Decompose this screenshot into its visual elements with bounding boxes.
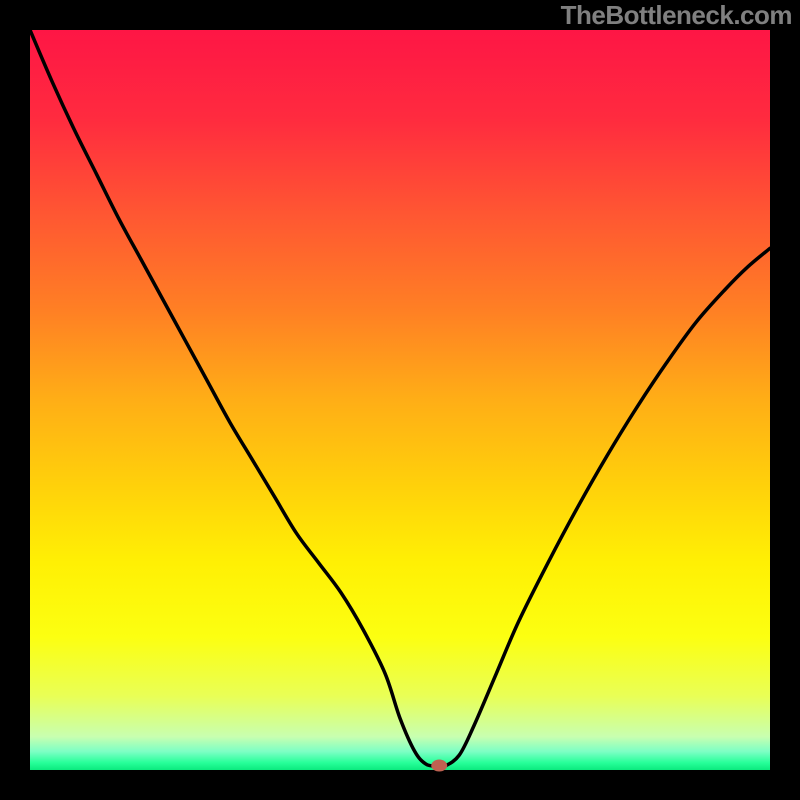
gradient-background: [30, 30, 770, 770]
watermark-text: TheBottleneck.com: [561, 0, 792, 31]
bottleneck-chart: [0, 0, 800, 800]
bottleneck-chart-frame: TheBottleneck.com: [0, 0, 800, 800]
minimum-marker: [431, 760, 447, 772]
